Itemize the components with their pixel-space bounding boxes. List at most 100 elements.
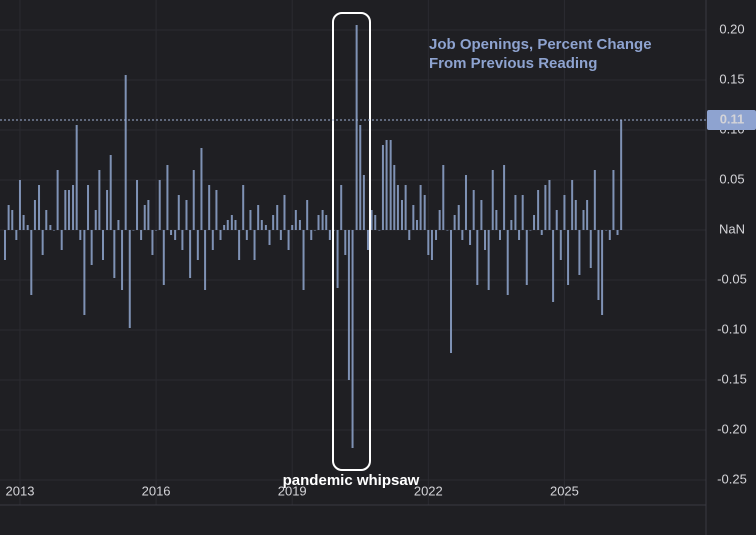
bar	[151, 230, 154, 255]
bar	[174, 230, 177, 240]
bar	[464, 175, 467, 230]
bar	[317, 215, 320, 230]
bar	[495, 210, 498, 230]
bar	[582, 210, 585, 230]
bar	[571, 180, 574, 230]
bar	[276, 205, 279, 230]
bar	[136, 180, 139, 230]
bar	[242, 185, 245, 230]
bar	[298, 220, 301, 230]
bar	[336, 230, 339, 288]
bar	[385, 140, 388, 230]
bar	[404, 185, 407, 230]
bar	[555, 210, 558, 230]
x-tick-label: 2022	[414, 483, 443, 498]
last-value-label: 0.11	[720, 111, 745, 126]
bar	[453, 215, 456, 230]
bar	[325, 215, 328, 230]
bar	[192, 170, 195, 230]
bar	[552, 230, 555, 302]
bar	[457, 205, 460, 230]
bar	[499, 230, 502, 240]
bar	[83, 230, 86, 315]
bar	[155, 230, 158, 231]
bar	[264, 225, 267, 230]
bar	[147, 200, 150, 230]
bar	[143, 205, 146, 230]
bar	[574, 200, 577, 230]
bar	[283, 195, 286, 230]
bar	[310, 230, 313, 240]
bar	[521, 195, 524, 230]
bar	[408, 230, 411, 240]
bar	[41, 230, 44, 255]
x-tick-label: 2016	[142, 483, 171, 498]
y-tick-label: 0.05	[719, 171, 744, 186]
bar	[306, 200, 309, 230]
last-value-box	[707, 110, 756, 130]
bar	[189, 230, 192, 278]
bar	[7, 205, 10, 230]
bar	[185, 200, 188, 230]
bar	[578, 230, 581, 275]
bar	[548, 180, 551, 230]
bar	[18, 180, 21, 230]
bar	[340, 185, 343, 230]
bar	[491, 170, 494, 230]
bar	[366, 230, 369, 250]
bar	[415, 220, 418, 230]
highlight-box	[332, 12, 371, 471]
bar	[601, 230, 604, 315]
bar	[101, 230, 104, 260]
bar	[362, 175, 365, 230]
bar	[533, 215, 536, 230]
y-tick-label: 0.15	[719, 71, 744, 86]
bar	[514, 195, 517, 230]
bar	[113, 230, 116, 278]
bar	[438, 210, 441, 230]
bar	[49, 225, 52, 230]
bar	[351, 230, 354, 448]
x-tick-label: 2013	[6, 483, 35, 498]
bar	[245, 230, 248, 240]
bar	[162, 230, 165, 285]
bar	[567, 230, 570, 285]
bar	[347, 230, 350, 380]
bar	[427, 230, 430, 255]
bar	[181, 230, 184, 250]
bar	[355, 25, 358, 230]
bar	[272, 215, 275, 230]
bar	[60, 230, 63, 250]
bar	[423, 195, 426, 230]
chart-title: Job Openings, Percent Change	[429, 36, 652, 53]
bar	[117, 220, 120, 230]
bar	[435, 230, 438, 240]
bar	[158, 180, 161, 230]
bar	[140, 230, 143, 240]
bar	[215, 190, 218, 230]
bar	[344, 230, 347, 255]
bar	[510, 220, 513, 230]
bar	[396, 185, 399, 230]
bar	[544, 185, 547, 230]
bar	[525, 230, 528, 285]
x-tick-label: 2019	[278, 483, 307, 498]
bar	[166, 165, 169, 230]
bar	[196, 230, 199, 260]
bar	[401, 200, 404, 230]
bar	[518, 230, 521, 240]
bar	[472, 190, 475, 230]
bar	[124, 75, 127, 230]
bar	[94, 210, 97, 230]
bar	[170, 230, 173, 235]
bar	[487, 230, 490, 290]
bar	[608, 230, 611, 240]
bar	[374, 215, 377, 230]
bar	[287, 230, 290, 250]
bar	[506, 230, 509, 295]
bar	[257, 205, 260, 230]
bar	[563, 195, 566, 230]
bar	[529, 230, 532, 231]
bar	[26, 225, 29, 230]
